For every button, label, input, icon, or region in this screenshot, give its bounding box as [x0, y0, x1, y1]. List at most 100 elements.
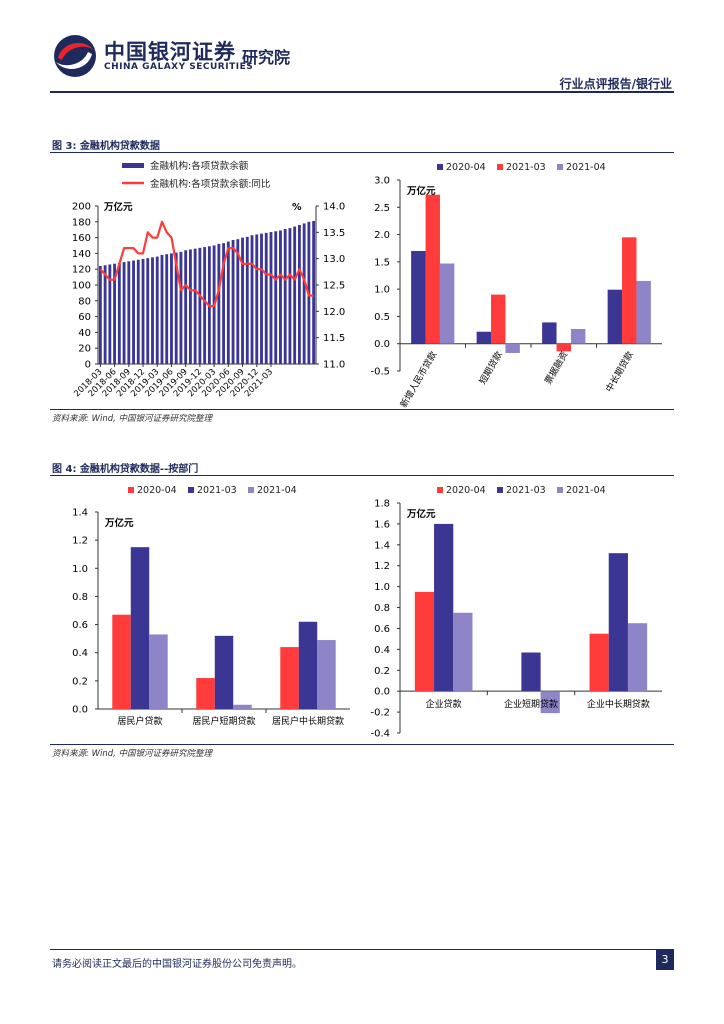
left-tick-label: 60 [78, 312, 91, 323]
y-tick-label: 1.5 [374, 257, 390, 268]
balance-bar [184, 250, 188, 364]
y-tick-label: 1.2 [374, 561, 390, 572]
household-loans-chart: 2020-04 2021-03 2021-04 万亿元 0.0 0.2 0.4 0.6 0.8 1… [72, 485, 350, 727]
right-axis-unit: % [292, 202, 302, 213]
bar-2021-04 [540, 691, 560, 714]
bar-2021-04 [233, 704, 252, 709]
loan-types-chart: 2020-04 2021-03 2021-04 万亿元 -0.5 0.0 0.5 1.0 1.5… [370, 162, 662, 410]
bar-2020-04 [196, 678, 215, 709]
legend-swatch-2021-03 [497, 164, 503, 170]
balance-bar [226, 241, 230, 364]
balance-bar [179, 251, 183, 364]
figure4-source: 资料来源: Wind, 中国银河证券研究院整理 [52, 749, 213, 759]
figure3-bottom-rule [50, 409, 674, 410]
left-tick-label: 80 [78, 296, 91, 307]
y-tick-label: -0.5 [370, 367, 390, 378]
balance-bar [250, 235, 254, 364]
balance-bar [231, 239, 235, 364]
figure3-source: 资料来源: Wind, 中国银河证券研究院整理 [52, 414, 213, 424]
bar-2021-04 [453, 612, 473, 692]
balance-bar [198, 247, 202, 364]
balance-bar [117, 262, 121, 364]
left-tick-label: 0 [85, 360, 91, 371]
legend-label-2020-04: 2020-04 [137, 485, 177, 496]
legend-label-2021-04: 2021-04 [257, 485, 297, 496]
brand-name-cn: 中国银河证券 [104, 40, 236, 64]
legend-label-2020-04: 2020-04 [446, 162, 486, 173]
balance-bar [141, 258, 145, 364]
y-tick-label: 1.6 [374, 519, 390, 530]
legend-swatch-2021-04 [557, 487, 563, 493]
legend-swatch-2021-03 [497, 487, 503, 493]
bar-2021-04 [505, 343, 520, 353]
yoy-line [99, 220, 314, 308]
left-tick-label: 160 [72, 233, 91, 244]
y-tick-label: 0.2 [374, 666, 390, 677]
legend-swatch-2021-04 [248, 487, 254, 493]
balance-bar [312, 221, 316, 364]
y-tick-label: 2.5 [374, 203, 390, 214]
balance-bar [165, 254, 169, 364]
bar-2021-03 [425, 194, 440, 344]
legend-label-2020-04: 2020-04 [446, 485, 486, 496]
brand-logo-icon [54, 35, 96, 77]
legend-label-2021-03: 2021-03 [197, 485, 237, 496]
category-label: 企业贷款 [426, 698, 462, 710]
legend-swatch-2021-04 [557, 164, 563, 170]
balance-bar [293, 226, 297, 364]
balance-bar [245, 236, 249, 364]
bar-2021-03 [130, 547, 150, 709]
bar-2021-03 [521, 652, 541, 692]
right-tick-label: 14.0 [323, 202, 345, 213]
left-tick-label: 120 [72, 265, 91, 276]
y-tick-label: 3.0 [374, 176, 390, 187]
legend-label-balance: 金融机构:各项贷款余额 [150, 160, 249, 172]
y-axis-unit: 万亿元 [104, 517, 134, 529]
y-tick-label: 1.0 [72, 564, 88, 575]
figure3-top-rule [50, 152, 674, 153]
figure4-top-rule [50, 475, 674, 476]
right-tick-label: 12.5 [323, 281, 345, 292]
legend-label-yoy: 金融机构:各项贷款余额:同比 [150, 178, 270, 190]
balance-bar [274, 231, 278, 364]
y-tick-label: -0.2 [370, 708, 390, 719]
balance-bar [222, 243, 226, 364]
left-tick-label: 100 [72, 281, 91, 292]
bar-2020-04 [589, 633, 609, 692]
bar-2020-04 [542, 322, 557, 344]
y-tick-label: 0.6 [72, 620, 88, 631]
footer-disclaimer: 请务必阅读正文最后的中国银河证券股份公司免责声明。 [52, 959, 302, 970]
balance-bar [98, 266, 102, 364]
balance-bar [122, 262, 126, 364]
category-label: 居民户贷款 [117, 715, 162, 727]
legend-swatch-2020-04 [128, 487, 134, 493]
y-tick-label: 0.6 [374, 624, 390, 635]
legend-label-2021-03: 2021-03 [506, 485, 546, 496]
y-tick-label: 0.4 [374, 645, 390, 656]
bar-2020-04 [112, 614, 131, 709]
balance-bar [236, 239, 240, 364]
bar-2020-04 [414, 591, 435, 692]
category-label: 居民户中长期贷款 [272, 715, 344, 727]
balance-bar [170, 253, 173, 364]
y-tick-label: -0.4 [370, 729, 390, 740]
balance-bar [193, 248, 197, 364]
bar-2021-03 [622, 237, 637, 344]
bar-2020-04 [607, 289, 623, 344]
brand-institute: 研究院 [242, 48, 291, 67]
balance-bar [203, 247, 207, 364]
bar-2021-03 [491, 294, 506, 344]
footer-divider [50, 949, 674, 950]
corporate-loans-chart: 2020-04 2021-03 2021-04 万亿元 -0.4 -0.2 0.0 0.2 0.… [370, 485, 662, 740]
balance-bar [127, 261, 131, 364]
category-label: 中长期贷款 [603, 349, 636, 394]
y-tick-label: 1.4 [374, 540, 390, 551]
y-axis-unit: 万亿元 [406, 508, 436, 520]
category-label: 居民户短期贷款 [192, 715, 255, 727]
y-tick-label: 0.8 [72, 592, 88, 603]
bar-2021-04 [149, 634, 168, 709]
balance-bar [113, 263, 117, 364]
balance-bar [174, 252, 178, 364]
bar-2021-03 [556, 343, 571, 352]
